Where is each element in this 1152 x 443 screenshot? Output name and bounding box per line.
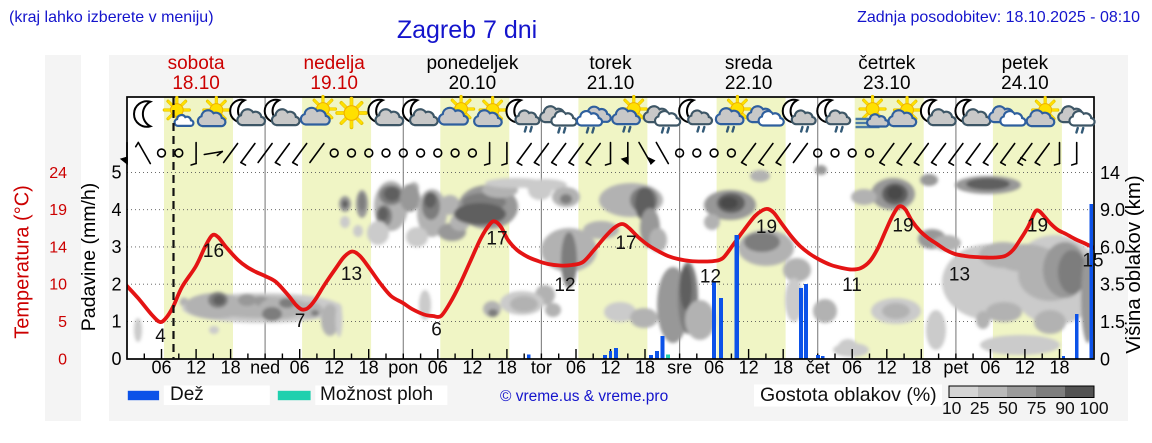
svg-text:14: 14 bbox=[1100, 163, 1120, 183]
svg-text:50: 50 bbox=[998, 398, 1018, 418]
svg-text:(kraj lahko izberete v meniju): (kraj lahko izberete v meniju) bbox=[9, 9, 214, 26]
svg-text:Zadnja posodobitev: 18.10.2025: Zadnja posodobitev: 18.10.2025 - 08:10 bbox=[857, 9, 1140, 26]
svg-text:pon: pon bbox=[388, 358, 418, 378]
svg-text:17: 17 bbox=[486, 229, 507, 250]
svg-text:18: 18 bbox=[773, 358, 793, 378]
svg-text:© vreme.us & vreme.pro: © vreme.us & vreme.pro bbox=[500, 388, 668, 405]
svg-text:Padavine (mm/h): Padavine (mm/h) bbox=[78, 183, 100, 331]
svg-text:12: 12 bbox=[324, 358, 344, 378]
svg-text:90: 90 bbox=[1055, 398, 1075, 418]
svg-text:24.10: 24.10 bbox=[1001, 73, 1049, 94]
svg-text:19: 19 bbox=[1027, 216, 1048, 237]
svg-text:7: 7 bbox=[295, 311, 306, 332]
svg-text:5: 5 bbox=[58, 314, 67, 331]
svg-text:3: 3 bbox=[111, 237, 121, 257]
svg-text:0: 0 bbox=[111, 349, 121, 369]
svg-text:06: 06 bbox=[428, 358, 448, 378]
svg-text:19: 19 bbox=[892, 216, 913, 237]
svg-text:9.0: 9.0 bbox=[1100, 200, 1125, 220]
svg-text:petek: petek bbox=[1002, 53, 1049, 74]
svg-text:1: 1 bbox=[111, 312, 121, 332]
svg-text:0: 0 bbox=[1100, 350, 1110, 370]
svg-text:18: 18 bbox=[497, 358, 517, 378]
svg-text:20.10: 20.10 bbox=[449, 73, 497, 94]
svg-text:12: 12 bbox=[1015, 358, 1035, 378]
svg-text:23.10: 23.10 bbox=[863, 73, 911, 94]
svg-text:Dež: Dež bbox=[170, 384, 204, 405]
svg-text:12: 12 bbox=[739, 358, 759, 378]
svg-text:6: 6 bbox=[431, 320, 442, 341]
svg-text:06: 06 bbox=[980, 358, 1000, 378]
svg-text:4: 4 bbox=[111, 200, 121, 220]
svg-text:15: 15 bbox=[1082, 251, 1103, 272]
svg-text:1.5: 1.5 bbox=[1100, 312, 1125, 332]
svg-text:12: 12 bbox=[186, 358, 206, 378]
svg-text:12: 12 bbox=[877, 358, 897, 378]
svg-text:torek: torek bbox=[589, 53, 632, 74]
svg-text:tor: tor bbox=[531, 358, 552, 378]
svg-text:18: 18 bbox=[221, 358, 241, 378]
svg-text:11: 11 bbox=[842, 275, 862, 296]
svg-text:5: 5 bbox=[111, 163, 121, 183]
svg-text:06: 06 bbox=[704, 358, 724, 378]
svg-text:Temperatura (°C): Temperatura (°C) bbox=[12, 185, 34, 339]
svg-text:16: 16 bbox=[203, 241, 224, 262]
svg-text:17: 17 bbox=[615, 233, 636, 254]
svg-text:06: 06 bbox=[842, 358, 862, 378]
svg-text:3.5: 3.5 bbox=[1100, 275, 1125, 295]
svg-text:18: 18 bbox=[635, 358, 655, 378]
svg-text:12: 12 bbox=[600, 358, 620, 378]
svg-text:12: 12 bbox=[554, 275, 575, 296]
svg-text:18: 18 bbox=[359, 358, 379, 378]
svg-text:Možnost ploh: Možnost ploh bbox=[320, 384, 433, 405]
svg-text:18: 18 bbox=[911, 358, 931, 378]
svg-text:18.10: 18.10 bbox=[172, 73, 220, 94]
svg-text:pet: pet bbox=[943, 358, 968, 378]
svg-text:Višina oblakov (km): Višina oblakov (km) bbox=[1122, 175, 1145, 354]
svg-text:Gostota oblakov (%): Gostota oblakov (%) bbox=[760, 384, 937, 406]
svg-text:13: 13 bbox=[949, 265, 970, 286]
svg-text:18: 18 bbox=[1049, 358, 1069, 378]
svg-text:sre: sre bbox=[667, 358, 692, 378]
svg-text:nedelja: nedelja bbox=[304, 53, 366, 74]
svg-text:19: 19 bbox=[756, 217, 777, 238]
svg-text:četrtek: četrtek bbox=[858, 53, 916, 74]
svg-text:10: 10 bbox=[942, 398, 962, 418]
svg-text:24: 24 bbox=[49, 165, 67, 182]
svg-text:100: 100 bbox=[1079, 398, 1108, 418]
svg-text:6.0: 6.0 bbox=[1100, 237, 1125, 257]
svg-text:12: 12 bbox=[700, 267, 721, 288]
svg-text:10: 10 bbox=[49, 277, 67, 294]
svg-text:sobota: sobota bbox=[168, 53, 225, 74]
svg-text:13: 13 bbox=[341, 264, 362, 285]
svg-text:06: 06 bbox=[290, 358, 310, 378]
svg-text:14: 14 bbox=[49, 239, 67, 256]
svg-text:Zagreb 7 dni: Zagreb 7 dni bbox=[397, 16, 537, 44]
svg-text:75: 75 bbox=[1027, 398, 1046, 418]
svg-text:22.10: 22.10 bbox=[725, 73, 773, 94]
svg-text:čet: čet bbox=[806, 358, 830, 378]
svg-text:4: 4 bbox=[155, 326, 166, 347]
svg-text:ned: ned bbox=[250, 358, 280, 378]
svg-text:sreda: sreda bbox=[725, 53, 773, 74]
svg-text:19.10: 19.10 bbox=[310, 73, 358, 94]
svg-text:06: 06 bbox=[566, 358, 586, 378]
svg-text:ponedeljek: ponedeljek bbox=[426, 53, 518, 74]
svg-text:19: 19 bbox=[49, 202, 67, 219]
svg-text:12: 12 bbox=[462, 358, 482, 378]
svg-text:21.10: 21.10 bbox=[587, 73, 635, 94]
svg-text:2: 2 bbox=[111, 274, 121, 294]
svg-text:06: 06 bbox=[151, 358, 171, 378]
svg-text:25: 25 bbox=[970, 398, 989, 418]
svg-text:0: 0 bbox=[58, 352, 67, 369]
